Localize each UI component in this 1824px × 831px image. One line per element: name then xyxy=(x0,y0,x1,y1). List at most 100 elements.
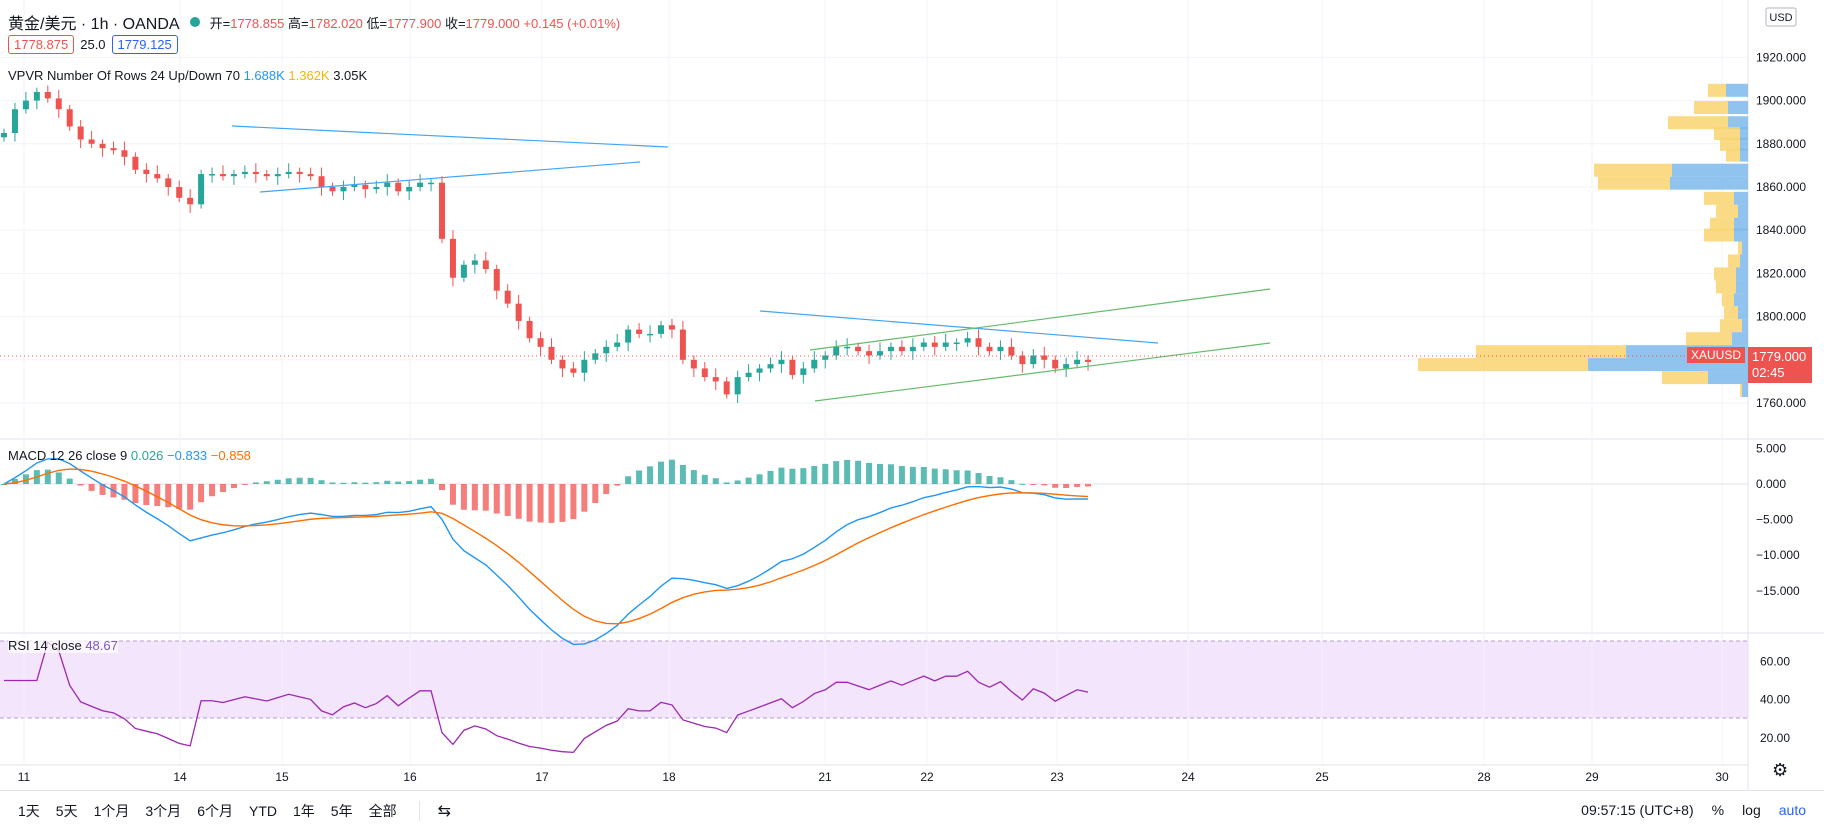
candle-body xyxy=(44,91,51,99)
candle-body xyxy=(658,325,664,334)
clock-label[interactable]: 09:57:15 (UTC+8) xyxy=(1581,802,1694,818)
macd-hist-bar xyxy=(975,473,982,484)
last-price-tag: 1779.000 02:45 xyxy=(1748,347,1812,383)
candle-body xyxy=(931,342,938,347)
vp-bar-down xyxy=(1704,191,1734,205)
candle-body xyxy=(33,91,40,101)
price-tick-label: 1860.000 xyxy=(1756,180,1806,194)
range-1y-button[interactable]: 1年 xyxy=(292,803,315,819)
range-1d-button[interactable]: 1天 xyxy=(18,803,40,819)
trendline-channel-top[interactable] xyxy=(809,288,1271,351)
macd-hist-bar xyxy=(460,484,467,510)
candle-body xyxy=(701,368,708,378)
volume-profile xyxy=(1418,83,1748,398)
candle-body xyxy=(647,333,654,336)
macd-pane xyxy=(0,458,1748,646)
vpvr-down: 1.362K xyxy=(288,68,330,83)
macd-hist-bar xyxy=(285,478,292,484)
percent-scale-button[interactable]: % xyxy=(1711,802,1725,818)
macd-hist-bar xyxy=(44,469,51,484)
price-tick-label: 1760.000 xyxy=(1756,396,1806,410)
macd-hist-bar xyxy=(920,466,927,484)
candle-body xyxy=(241,171,248,175)
trendline-triangle-bottom-1[interactable] xyxy=(259,161,641,193)
range-ytd-button[interactable]: YTD xyxy=(248,803,277,819)
macd-hist-bar xyxy=(658,461,664,484)
vp-bar-up xyxy=(1736,280,1748,294)
candle-body xyxy=(384,182,391,187)
candle-body xyxy=(274,174,281,177)
macd-hist-bar xyxy=(997,477,1004,484)
price-tick-label: 1900.000 xyxy=(1756,94,1806,108)
compare-icon[interactable]: ⇆ xyxy=(437,803,451,820)
chart-canvas[interactable]: 1920.0001900.0001880.0001860.0001840.000… xyxy=(0,0,1824,790)
macd-hist-bar xyxy=(187,484,194,510)
macd-hist-bar xyxy=(887,464,894,484)
sell-price-button[interactable]: 1778.875 xyxy=(8,35,75,54)
time-tick-label: 29 xyxy=(1585,770,1599,784)
time-tick-label: 28 xyxy=(1477,770,1491,784)
vp-bar-down xyxy=(1476,345,1626,359)
vp-bar-up xyxy=(1742,319,1748,333)
candle-body xyxy=(143,169,150,175)
rsi-tick-label: 60.00 xyxy=(1760,654,1790,668)
vp-bar-down xyxy=(1662,371,1708,385)
candle-body xyxy=(1085,359,1092,362)
log-scale-button[interactable]: log xyxy=(1742,802,1761,818)
chart-settings-gear-icon[interactable]: ⚙ xyxy=(1772,760,1789,780)
last-price: 1779.000 xyxy=(1752,349,1807,364)
ohlc-low-label: 低= xyxy=(366,15,388,31)
candle-body xyxy=(307,174,314,177)
macd-hist-bar xyxy=(756,474,763,484)
macd-hist-bar xyxy=(220,484,226,492)
candle-body xyxy=(745,372,752,378)
macd-hist-bar xyxy=(559,484,566,522)
spread-value: 25.0 xyxy=(80,37,106,52)
macd-hist-bar xyxy=(1030,484,1037,485)
range-3m-button[interactable]: 3个月 xyxy=(145,803,182,819)
range-5y-button[interactable]: 5年 xyxy=(330,803,353,819)
trendline-triangle-top-1[interactable] xyxy=(231,125,669,148)
macd-hist-bar xyxy=(417,479,424,484)
candle-body xyxy=(263,174,270,177)
range-6m-button[interactable]: 6个月 xyxy=(197,803,233,819)
candle-body xyxy=(581,359,588,373)
bar-countdown: 02:45 xyxy=(1752,365,1785,380)
time-axis[interactable]: 11 14 15 16 17 18 21 22 23 24 25 28 29 30 xyxy=(18,770,1729,784)
candle-body xyxy=(11,109,18,133)
candle-body xyxy=(493,269,500,291)
candle-body xyxy=(800,368,807,375)
bid-ask-row: 1778.875 25.0 1779.125 xyxy=(8,35,178,54)
range-1m-button[interactable]: 1个月 xyxy=(93,803,130,819)
candle-body xyxy=(1008,346,1015,356)
macd-legend[interactable]: MACD 12 26 close 9 0.026 −0.833 −0.858 xyxy=(8,448,251,463)
trendline-channel-bottom[interactable] xyxy=(814,342,1271,402)
macd-hist-bar xyxy=(307,477,314,484)
trendline-resistance-2[interactable] xyxy=(759,310,1159,344)
price-tick-label: 1840.000 xyxy=(1756,223,1806,237)
macd-hist-bar xyxy=(800,468,807,484)
candle-body xyxy=(537,338,544,347)
macd-hist-bar xyxy=(384,480,391,484)
ohlc-low: 1777.900 xyxy=(387,15,442,31)
candle-body xyxy=(296,171,303,175)
macd-hist-bar xyxy=(395,481,402,484)
vpvr-legend[interactable]: VPVR Number Of Rows 24 Up/Down 70 1.688K… xyxy=(8,68,367,83)
macd-hist-bar xyxy=(22,474,29,484)
candle-body xyxy=(855,346,862,352)
symbol-legend[interactable]: 黄金/美元 · 1h · OANDA 开=1778.855 高=1782.020… xyxy=(8,10,620,34)
rsi-legend[interactable]: RSI 14 close 48.67 xyxy=(8,638,118,653)
trendlines[interactable] xyxy=(231,125,1271,402)
price-axis[interactable]: 1920.000 1900.000 1880.000 1860.000 1840.000… xyxy=(1756,50,1806,744)
range-all-button[interactable]: 全部 xyxy=(368,803,397,819)
macd-hist-bar xyxy=(1074,484,1081,487)
toolbar-divider xyxy=(418,801,420,821)
auto-scale-button[interactable]: auto xyxy=(1778,802,1806,818)
macd-hist-bar xyxy=(931,468,938,484)
symbol-title[interactable]: 黄金/美元 · 1h · OANDA xyxy=(8,16,180,33)
macd-hist-bar xyxy=(603,484,610,494)
range-5d-button[interactable]: 5天 xyxy=(55,803,78,819)
buy-price-button[interactable]: 1779.125 xyxy=(111,35,178,54)
macd-hist-bar xyxy=(625,476,632,484)
vp-bar-down xyxy=(1720,319,1742,333)
